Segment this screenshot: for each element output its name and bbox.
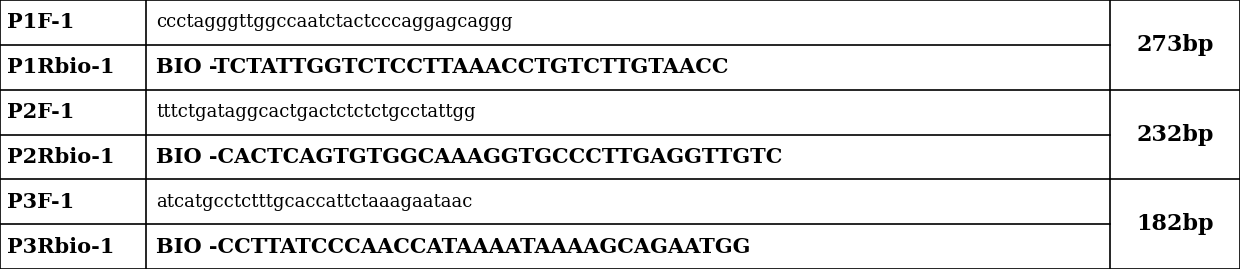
- Text: P1Rbio-1: P1Rbio-1: [7, 57, 115, 77]
- Text: P3Rbio-1: P3Rbio-1: [7, 236, 115, 257]
- Text: 232bp: 232bp: [1136, 123, 1214, 146]
- Text: P2Rbio-1: P2Rbio-1: [7, 147, 115, 167]
- Text: BIO -TCTATTGGTCTCCTTAAACCTGTCTTGTAACC: BIO -TCTATTGGTCTCCTTAAACCTGTCTTGTAACC: [156, 57, 729, 77]
- Text: BIO -CCTTATCCCAACCATAAAATAAAAGCAGAATGG: BIO -CCTTATCCCAACCATAAAATAAAAGCAGAATGG: [156, 236, 750, 257]
- Text: 273bp: 273bp: [1136, 34, 1214, 56]
- Text: 182bp: 182bp: [1136, 213, 1214, 235]
- Text: ccctagggttggccaatctactcccaggagcaggg: ccctagggttggccaatctactcccaggagcaggg: [156, 13, 513, 31]
- Text: P3F-1: P3F-1: [7, 192, 74, 212]
- Text: BIO -CACTCAGTGTGGCAAAGGTGCCCTTGAGGTTGTC: BIO -CACTCAGTGTGGCAAAGGTGCCCTTGAGGTTGTC: [156, 147, 782, 167]
- Text: tttctgataggcactgactctctctgcctattgg: tttctgataggcactgactctctctgcctattgg: [156, 103, 476, 121]
- Text: atcatgcctctttgcaccattctaaagaataac: atcatgcctctttgcaccattctaaagaataac: [156, 193, 472, 211]
- Text: P2F-1: P2F-1: [7, 102, 74, 122]
- Text: P1F-1: P1F-1: [7, 12, 74, 33]
